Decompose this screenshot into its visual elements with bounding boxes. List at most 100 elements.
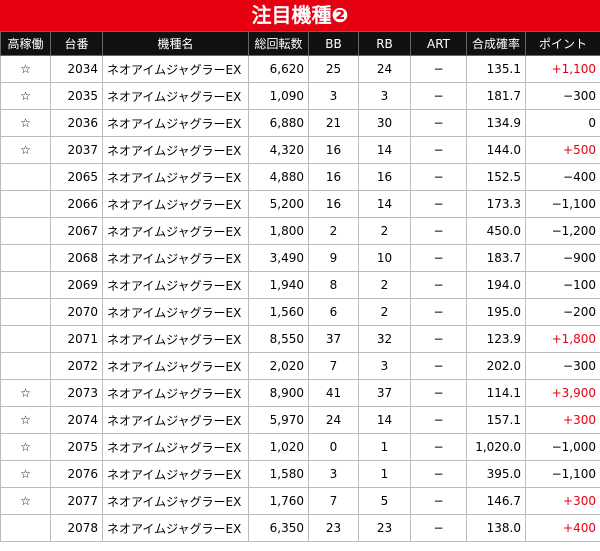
- table-cell: ☆: [0, 433, 51, 461]
- table-cell: 181.7: [466, 82, 526, 110]
- table-cell: 8,900: [248, 379, 309, 407]
- table-cell: 1: [358, 460, 411, 488]
- table-cell: −: [410, 514, 467, 542]
- table-cell: 6: [308, 298, 359, 326]
- table-cell: 2073: [50, 379, 103, 407]
- table-cell: −: [410, 271, 467, 299]
- table-cell: 3: [358, 352, 411, 380]
- table-cell: [0, 271, 51, 299]
- table-cell: 37: [358, 379, 411, 407]
- table-cell: 3: [358, 82, 411, 110]
- table-cell: 2077: [50, 487, 103, 515]
- table-row: 2069 ネオアイムジャグラーEX 1,940 8 2−194.0 −100: [0, 271, 600, 299]
- table-cell: 1,560: [248, 298, 309, 326]
- table-cell: ☆: [0, 487, 51, 515]
- table-cell: 123.9: [466, 325, 526, 353]
- table-cell: ネオアイムジャグラーEX: [102, 514, 249, 542]
- table-cell: 2068: [50, 244, 103, 272]
- table-cell: −: [410, 82, 467, 110]
- table-cell: 2067: [50, 217, 103, 245]
- table-cell: ネオアイムジャグラーEX: [102, 136, 249, 164]
- column-header: 機種名: [102, 31, 249, 56]
- table-cell: 2072: [50, 352, 103, 380]
- table-cell: 395.0: [466, 460, 526, 488]
- table-cell: −: [410, 217, 467, 245]
- table-cell: 2: [358, 271, 411, 299]
- table-cell: 138.0: [466, 514, 526, 542]
- table-cell: −: [410, 325, 467, 353]
- table-cell: +1,100: [525, 55, 600, 83]
- table-cell: 3,490: [248, 244, 309, 272]
- table-cell: ☆: [0, 55, 51, 83]
- table-cell: [0, 352, 51, 380]
- table-cell: 2065: [50, 163, 103, 191]
- table-cell: [0, 514, 51, 542]
- table-cell: 37: [308, 325, 359, 353]
- table-cell: 1,940: [248, 271, 309, 299]
- table-cell: ☆: [0, 460, 51, 488]
- table-cell: ネオアイムジャグラーEX: [102, 460, 249, 488]
- table-cell: −1,100: [525, 190, 600, 218]
- table-cell: 2035: [50, 82, 103, 110]
- title-bar: 注目機種❷: [0, 0, 600, 31]
- table-cell: 1,580: [248, 460, 309, 488]
- table-row: ☆ 2034 ネオアイムジャグラーEX 6,620 25 24−135.1 +1,100: [0, 55, 600, 83]
- column-header: BB: [308, 31, 359, 56]
- table-cell: 2075: [50, 433, 103, 461]
- table-cell: 0: [308, 433, 359, 461]
- table-cell: ☆: [0, 82, 51, 110]
- table-cell: −: [410, 406, 467, 434]
- table-row: 2065 ネオアイムジャグラーEX 4,880 16 16−152.5 −400: [0, 163, 600, 191]
- table-cell: +300: [525, 406, 600, 434]
- table-cell: 24: [358, 55, 411, 83]
- table-cell: +400: [525, 514, 600, 542]
- table-cell: 2,020: [248, 352, 309, 380]
- table-cell: [0, 163, 51, 191]
- table-cell: 2076: [50, 460, 103, 488]
- table-cell: +300: [525, 487, 600, 515]
- table-cell: ☆: [0, 109, 51, 137]
- column-header: ART: [410, 31, 467, 56]
- table-cell: −: [410, 190, 467, 218]
- table-cell: ネオアイムジャグラーEX: [102, 163, 249, 191]
- table-cell: 2069: [50, 271, 103, 299]
- table-cell: 114.1: [466, 379, 526, 407]
- table-cell: ☆: [0, 406, 51, 434]
- table-cell: 2078: [50, 514, 103, 542]
- table-cell: +1,800: [525, 325, 600, 353]
- table-cell: 144.0: [466, 136, 526, 164]
- table-cell: 14: [358, 190, 411, 218]
- table-cell: −: [410, 379, 467, 407]
- table-cell: −: [410, 109, 467, 137]
- table-cell: 16: [358, 163, 411, 191]
- table-cell: 1,090: [248, 82, 309, 110]
- table-cell: +500: [525, 136, 600, 164]
- table-cell: −200: [525, 298, 600, 326]
- table-cell: 157.1: [466, 406, 526, 434]
- table-cell: 1,760: [248, 487, 309, 515]
- table-cell: 24: [308, 406, 359, 434]
- table-row: 2068 ネオアイムジャグラーEX 3,490 9 10−183.7 −900: [0, 244, 600, 272]
- table-cell: 1,020: [248, 433, 309, 461]
- table-cell: −: [410, 55, 467, 83]
- column-header: RB: [358, 31, 411, 56]
- table-cell: [0, 298, 51, 326]
- table-cell: 2037: [50, 136, 103, 164]
- table-cell: ネオアイムジャグラーEX: [102, 271, 249, 299]
- table-cell: 2: [358, 298, 411, 326]
- column-header: 総回転数: [248, 31, 309, 56]
- table-cell: ネオアイムジャグラーEX: [102, 190, 249, 218]
- table-cell: 21: [308, 109, 359, 137]
- table-cell: 6,880: [248, 109, 309, 137]
- table-cell: 2071: [50, 325, 103, 353]
- table-cell: −1,000: [525, 433, 600, 461]
- table-cell: 16: [308, 136, 359, 164]
- table-cell: 41: [308, 379, 359, 407]
- table-cell: 9: [308, 244, 359, 272]
- table-cell: +3,900: [525, 379, 600, 407]
- header-row: 高稼働 台番 機種名 総回転数 BB RB ART 合成確率 ポイント: [0, 31, 600, 56]
- table-row: 2071 ネオアイムジャグラーEX 8,550 37 32−123.9 +1,800: [0, 325, 600, 353]
- table-row: ☆ 2035 ネオアイムジャグラーEX 1,090 3 3−181.7 −300: [0, 82, 600, 110]
- table-cell: [0, 244, 51, 272]
